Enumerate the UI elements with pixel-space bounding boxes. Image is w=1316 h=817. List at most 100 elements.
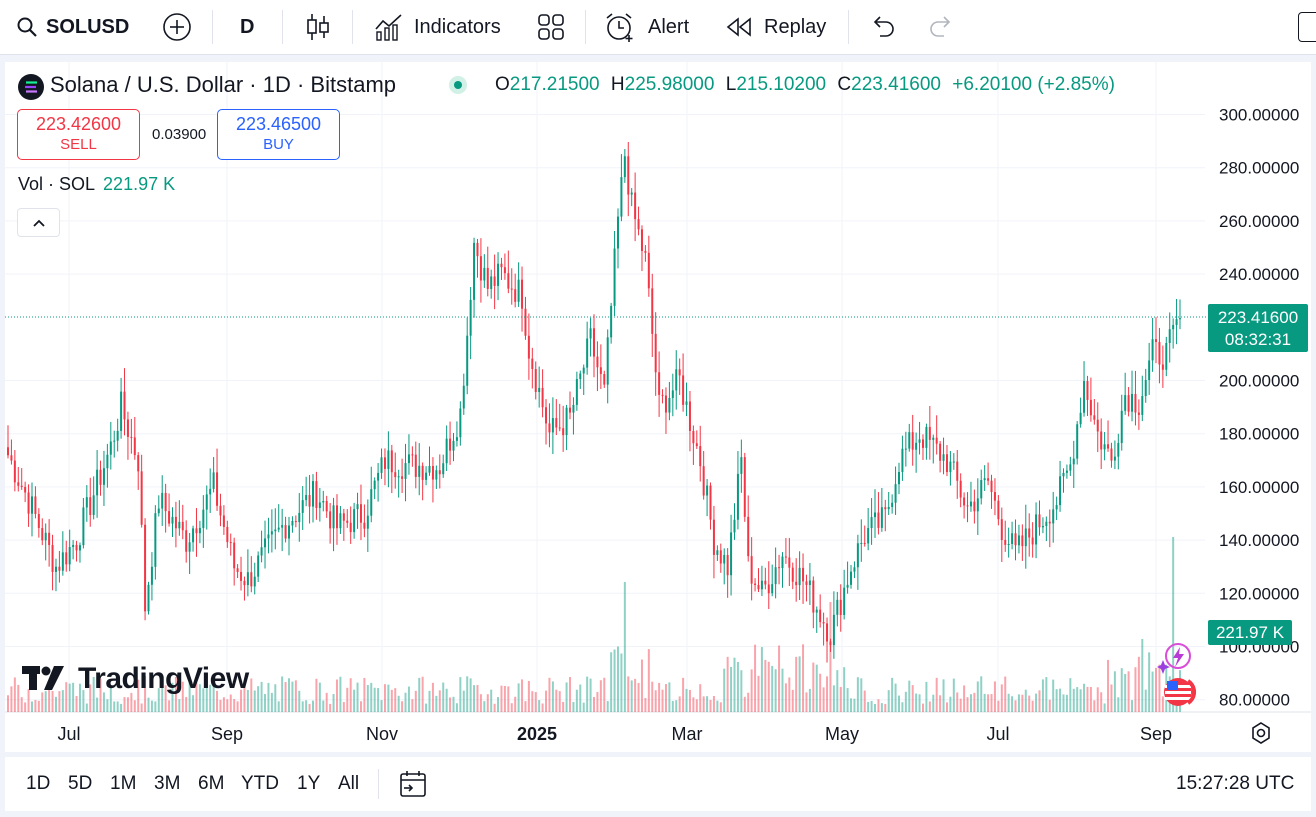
candle-body [1014, 533, 1017, 546]
volume-bar [380, 700, 383, 712]
volume-bar [267, 682, 270, 712]
candle-body [695, 443, 698, 447]
volume-bar [846, 688, 849, 712]
volume-bar [1103, 703, 1106, 712]
candle-body [966, 505, 969, 507]
candle-body [58, 566, 61, 571]
volume-bar [257, 686, 260, 712]
range-5d-button[interactable]: 5D [68, 773, 93, 794]
close-value: 223.41600 [851, 74, 941, 95]
compare-symbol-button[interactable] [162, 0, 192, 54]
candle-body [894, 484, 897, 503]
interval-button[interactable]: D [240, 15, 255, 38]
range-1m-button[interactable]: 1M [110, 773, 137, 794]
ai-assistant-button[interactable] [1157, 640, 1195, 679]
candle-body [1052, 509, 1055, 524]
undo-button[interactable] [870, 0, 896, 54]
flag-us-icon[interactable] [1162, 676, 1204, 713]
volume-legend[interactable]: Vol · SOL 221.97 K [18, 174, 175, 195]
time-axis-label: Mar [672, 724, 703, 744]
candle-body [942, 454, 945, 461]
candle-body [353, 509, 356, 533]
range-1y-button[interactable]: 1Y [297, 773, 321, 794]
sell-price: 223.42600 [35, 114, 122, 134]
layout-button[interactable] [1298, 12, 1316, 42]
volume-bar [671, 700, 674, 712]
axis-settings-button[interactable] [1250, 722, 1272, 749]
volume-bar [1011, 696, 1014, 712]
clock-timezone[interactable]: 15:27:28 UTC [1176, 773, 1295, 794]
candle-body [575, 379, 578, 405]
candle-body [356, 504, 359, 510]
symbol-title[interactable]: Solana / U.S. Dollar · 1D · Bitstamp [50, 72, 397, 97]
volume-bar [349, 678, 352, 712]
indicators-button[interactable]: Indicators [374, 0, 501, 54]
candle-body [952, 461, 955, 463]
candle-body [757, 584, 760, 590]
market-status-indicator[interactable] [449, 76, 467, 94]
candle-body [377, 472, 380, 481]
alert-button[interactable]: Alert [604, 0, 689, 54]
chart-panel[interactable] [5, 62, 1311, 752]
range-1d-button[interactable]: 1D [26, 773, 51, 794]
candle-body [198, 527, 201, 534]
candle-body [1062, 472, 1065, 477]
volume-bar [68, 683, 71, 712]
candle-body [706, 485, 709, 496]
price-axis-label: 80.00000 [1219, 691, 1290, 710]
range-ytd-button[interactable]: YTD [241, 773, 279, 794]
candle-body [349, 522, 352, 533]
buy-button[interactable]: 223.46500 BUY [217, 109, 340, 160]
candle-body [877, 512, 880, 528]
open-value: 217.21500 [509, 74, 600, 95]
volume-bar [1134, 667, 1137, 712]
candle-body [688, 401, 691, 431]
volume-bar [743, 696, 746, 712]
search-icon [17, 17, 37, 37]
goto-date-button[interactable] [398, 757, 428, 811]
replay-button[interactable]: Replay [726, 0, 826, 54]
candle-body [500, 263, 503, 268]
range-6m-button[interactable]: 6M [198, 773, 225, 794]
templates-button[interactable] [537, 0, 565, 54]
volume-bar [942, 679, 945, 712]
volume-bar [37, 700, 40, 712]
collapse-legend-button[interactable] [17, 208, 60, 237]
volume-bar [30, 701, 33, 712]
candle-body [318, 502, 321, 508]
candle-body [1155, 339, 1158, 342]
candle-body [466, 335, 469, 386]
volume-bar [164, 685, 167, 712]
redo-button[interactable] [928, 0, 954, 54]
candle-body [671, 390, 674, 398]
time-axis-label: Sep [1140, 724, 1172, 744]
candle-body [202, 509, 205, 528]
candle-body [75, 544, 78, 551]
buy-label: BUY [263, 136, 294, 153]
volume-bar [288, 678, 291, 712]
sell-button[interactable]: 223.42600 SELL [17, 109, 140, 160]
volume-bar [894, 683, 897, 712]
candle-body [346, 520, 349, 523]
candle-body [1161, 364, 1164, 370]
volume-bar [963, 685, 966, 712]
volume-bar [1072, 688, 1075, 712]
candle-body [846, 584, 849, 588]
volume-bar [24, 702, 27, 712]
volume-legend-label: Vol · SOL [18, 174, 96, 194]
tradingview-logo[interactable]: TradingView [22, 662, 249, 696]
range-3m-button[interactable]: 3M [154, 773, 181, 794]
symbol-search-button[interactable]: SOLUSD [16, 0, 129, 54]
chart-type-button[interactable] [305, 0, 331, 54]
candle-body [339, 513, 342, 529]
candle-body [1007, 544, 1010, 546]
candle-body [613, 248, 616, 306]
candle-body [987, 478, 990, 481]
volume-bar [479, 694, 482, 712]
volume-bar [102, 692, 105, 712]
volume-bar [1144, 689, 1147, 712]
range-all-button[interactable]: All [338, 773, 360, 794]
volume-bar [459, 677, 462, 712]
open-label: O [495, 74, 510, 95]
